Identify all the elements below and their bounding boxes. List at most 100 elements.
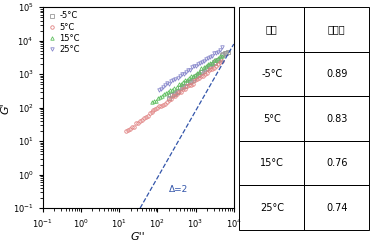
- -5°C: [168, 94, 173, 97]
- Bar: [239, 185, 304, 230]
- 15°C: [178, 82, 183, 85]
- 15°C: [212, 59, 216, 62]
- -5°C: [208, 64, 213, 67]
- 25°C: [177, 75, 182, 78]
- Text: 25°C: 25°C: [260, 203, 284, 213]
- 25°C: [187, 68, 192, 71]
- Bar: [239, 7, 304, 52]
- 5°C: [214, 64, 219, 67]
- 15°C: [160, 94, 164, 97]
- 25°C: [200, 61, 204, 64]
- 15°C: [172, 87, 177, 90]
- 25°C: [214, 52, 219, 54]
- 15°C: [185, 78, 189, 81]
- 15°C: [181, 80, 185, 83]
- 25°C: [173, 78, 178, 81]
- -5°C: [187, 81, 192, 83]
- 25°C: [171, 79, 176, 82]
- 15°C: [168, 89, 173, 92]
- 5°C: [155, 106, 160, 109]
- 5°C: [181, 88, 185, 91]
- 25°C: [183, 71, 188, 74]
- -5°C: [178, 87, 182, 90]
- -5°C: [174, 91, 179, 94]
- 5°C: [149, 110, 154, 113]
- 15°C: [150, 100, 154, 103]
- 5°C: [212, 66, 217, 69]
- 15°C: [176, 83, 181, 86]
- 25°C: [159, 87, 164, 90]
- Y-axis label: G': G': [0, 102, 10, 113]
- 5°C: [144, 115, 148, 118]
- -5°C: [202, 69, 206, 72]
- -5°C: [170, 93, 174, 96]
- 25°C: [204, 57, 208, 60]
- Text: 5°C: 5°C: [263, 113, 280, 124]
- -5°C: [226, 51, 230, 54]
- 15°C: [201, 66, 206, 69]
- 15°C: [195, 71, 200, 74]
- -5°C: [186, 80, 190, 83]
- -5°C: [191, 78, 195, 81]
- -5°C: [210, 62, 214, 65]
- -5°C: [203, 68, 208, 71]
- 5°C: [159, 105, 164, 108]
- 5°C: [129, 125, 134, 128]
- X-axis label: G'': G'': [131, 232, 145, 242]
- 15°C: [216, 56, 220, 59]
- 5°C: [200, 75, 205, 78]
- Legend: -5°C, 5°C, 15°C, 25°C: -5°C, 5°C, 15°C, 25°C: [45, 10, 82, 55]
- -5°C: [189, 79, 193, 82]
- -5°C: [198, 71, 203, 74]
- Text: 0.89: 0.89: [326, 69, 347, 79]
- -5°C: [184, 81, 188, 84]
- -5°C: [173, 92, 177, 95]
- -5°C: [218, 57, 222, 60]
- 5°C: [193, 79, 197, 82]
- -5°C: [183, 85, 187, 88]
- 15°C: [207, 62, 212, 65]
- 25°C: [157, 89, 161, 92]
- 5°C: [124, 129, 128, 132]
- 25°C: [161, 85, 165, 88]
- 15°C: [183, 78, 187, 81]
- 5°C: [138, 119, 142, 122]
- -5°C: [214, 59, 219, 61]
- 5°C: [135, 122, 140, 125]
- 15°C: [214, 58, 218, 61]
- 25°C: [210, 54, 214, 57]
- 5°C: [157, 105, 162, 107]
- 25°C: [181, 72, 186, 75]
- Bar: [304, 7, 369, 52]
- 15°C: [189, 74, 193, 77]
- -5°C: [205, 66, 209, 69]
- 5°C: [177, 91, 181, 94]
- -5°C: [224, 52, 229, 55]
- Line: 15°C: 15°C: [150, 54, 224, 104]
- 5°C: [141, 117, 146, 120]
- 15°C: [174, 86, 179, 89]
- Line: 25°C: 25°C: [157, 45, 224, 92]
- 5°C: [145, 115, 150, 118]
- 15°C: [155, 97, 160, 99]
- 25°C: [191, 64, 196, 67]
- 25°C: [218, 48, 223, 51]
- -5°C: [216, 58, 221, 61]
- 5°C: [216, 63, 221, 66]
- 25°C: [202, 60, 206, 63]
- -5°C: [211, 61, 216, 64]
- 5°C: [167, 98, 171, 101]
- 25°C: [194, 65, 198, 68]
- Text: 기울기: 기울기: [328, 24, 345, 35]
- 5°C: [191, 82, 195, 85]
- 25°C: [198, 62, 202, 65]
- 5°C: [204, 72, 209, 75]
- Line: 5°C: 5°C: [124, 59, 224, 132]
- Text: 온도: 온도: [266, 24, 278, 35]
- 25°C: [216, 50, 220, 53]
- -5°C: [194, 75, 198, 78]
- 25°C: [175, 77, 180, 80]
- -5°C: [197, 73, 201, 76]
- 25°C: [212, 51, 216, 54]
- 25°C: [186, 69, 190, 72]
